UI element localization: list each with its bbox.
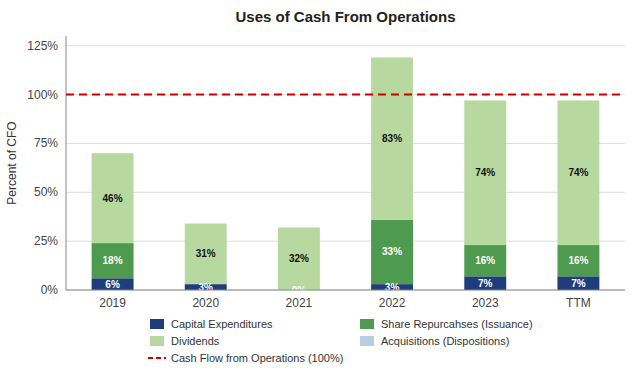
bar (92, 153, 134, 154)
data-label: 83% (382, 133, 402, 144)
bar (92, 153, 134, 243)
data-label: 16% (475, 255, 495, 266)
bar (557, 100, 599, 101)
chart: Uses of Cash From Operations Percent of C… (0, 0, 640, 381)
bar (185, 224, 227, 285)
legend-label: Capital Expenditures (171, 318, 273, 330)
legend-swatch (360, 336, 374, 346)
grid-line (66, 143, 625, 144)
legend-swatch (148, 357, 166, 359)
y-axis-line (66, 36, 67, 290)
legend-swatch (150, 336, 164, 346)
x-tick-label: 2019 (99, 296, 126, 310)
y-tick-label: 0% (41, 283, 59, 297)
x-tick-label: 2022 (379, 296, 406, 310)
grid-line (66, 290, 625, 291)
data-label: 3% (385, 282, 400, 293)
legend-label: Share Repurcahses (Issuance) (381, 318, 533, 330)
x-tick-label: 2021 (286, 296, 313, 310)
bar (371, 57, 413, 58)
legend-label: Cash Flow from Operations (100%) (171, 352, 343, 364)
grid-line (66, 192, 625, 193)
legend-label: Dividends (171, 335, 220, 347)
data-label: 31% (196, 248, 216, 259)
x-tick-label: 2023 (472, 296, 499, 310)
data-label: 74% (568, 167, 588, 178)
bar (557, 100, 599, 245)
data-label: 32% (289, 253, 309, 264)
data-label: 16% (568, 255, 588, 266)
grid-line (66, 241, 625, 242)
y-tick-label: 50% (34, 185, 58, 199)
data-label: 7% (478, 278, 493, 289)
data-label: 18% (103, 255, 123, 266)
bar (464, 100, 506, 101)
grid (66, 46, 625, 290)
data-label: 33% (382, 246, 402, 257)
grid-line (66, 94, 625, 95)
y-tick-label: 125% (27, 39, 58, 53)
data-label: 3% (199, 282, 214, 293)
bar (92, 278, 134, 290)
reference-line (66, 94, 625, 96)
data-label: 74% (475, 167, 495, 178)
data-label: 6% (105, 279, 120, 290)
y-axis-label: Percent of CFO (5, 121, 19, 204)
x-tick-label: 2020 (192, 296, 219, 310)
y-tick-label: 75% (34, 136, 58, 150)
bar (185, 223, 227, 224)
legend: Capital Expenditures Share Repurcahses (I… (148, 318, 533, 364)
title: Uses of Cash From Operations (235, 8, 455, 25)
bar (278, 227, 320, 228)
legend-swatch (150, 319, 164, 329)
data-label: 7% (571, 278, 586, 289)
bar (92, 243, 134, 278)
x-axis-line (66, 290, 625, 291)
data-label: 46% (103, 193, 123, 204)
grid-line (66, 45, 625, 46)
data-labels: 6%3%0%3%7%7%18%33%16%16%46%31%32%83%74%7… (103, 133, 589, 295)
legend-label: Acquisitions (Dispositions) (381, 335, 509, 347)
bar (278, 227, 320, 290)
bar (464, 276, 506, 290)
bar (464, 245, 506, 276)
marks (66, 57, 625, 290)
bar (371, 57, 413, 219)
bar (557, 276, 599, 290)
y-tick-label: 25% (34, 234, 58, 248)
bar (371, 220, 413, 284)
x-tick-label: TTM (566, 296, 591, 310)
bar (557, 245, 599, 276)
y-tick-label: 100% (27, 88, 58, 102)
legend-swatch (360, 319, 374, 329)
bar (464, 100, 506, 245)
